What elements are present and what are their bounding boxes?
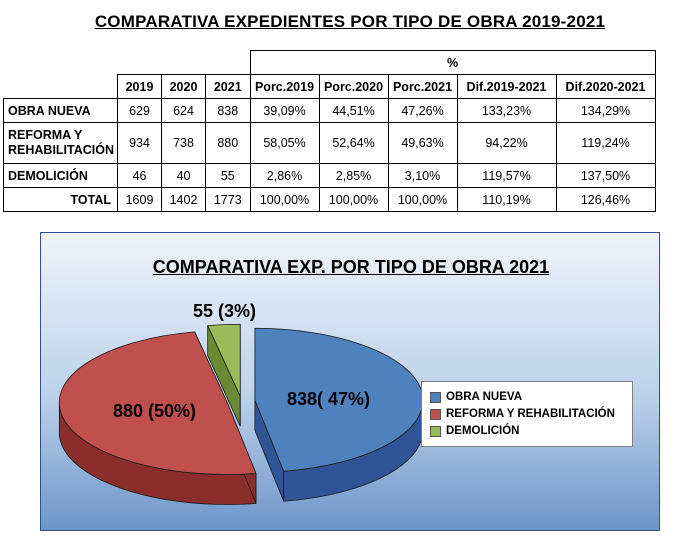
pie-chart-frame: COMPARATIVA EXP. POR TIPO DE OBRA 2021 8… [40,232,660,531]
col-header-porc-2020: Porc.2020 [318,74,389,99]
table-cell: 40 [161,163,207,188]
table-cell: 100,00% [249,187,320,212]
row-label: REFORMA Y REHABILITACIÓN [2,122,119,164]
pie-chart-svg [58,323,424,505]
table-cell: 39,09% [249,98,320,123]
table-cell: 52,64% [318,122,389,164]
table-cell: 2,86% [249,163,320,188]
row-label: OBRA NUEVA [2,98,119,123]
table-cell: 1402 [161,187,207,212]
table-row-total: TOTAL 1609 1402 1773 100,00% 100,00% 100… [2,187,656,212]
chart-legend: OBRA NUEVA REFORMA Y REHABILITACIÓN DEMO… [421,381,633,447]
pie-slice-demolici-n [207,323,241,397]
pie-slice-reforma-y-rehabilitaci-n [58,331,257,475]
page-title: COMPARATIVA EXPEDIENTES POR TIPO DE OBRA… [94,12,606,31]
pie-label-obra-nueva: 838( 47%) [287,389,371,409]
table-cell: 47,26% [387,98,458,123]
legend-swatch [430,425,441,437]
legend-item-obra-nueva: OBRA NUEVA [430,390,522,404]
table-cell: 838 [205,98,251,123]
table-cell: 119,24% [555,122,656,164]
table-cell: 1773 [205,187,251,212]
legend-swatch [430,391,441,403]
legend-swatch [430,408,441,420]
table-cell: 94,22% [456,122,557,164]
table-row-obra-nueva: OBRA NUEVA 629 624 838 39,09% 44,51% 47,… [2,98,656,123]
legend-label: REFORMA Y REHABILITACIÓN [446,408,615,420]
col-header-dif-2020-2021: Dif.2020-2021 [555,74,656,99]
col-header-porc-2021: Porc.2021 [387,74,458,99]
table-cell: 49,63% [387,122,458,164]
col-header-2019: 2019 [117,74,163,99]
chart-title: COMPARATIVA EXP. POR TIPO DE OBRA 2021 [152,257,550,277]
table-cell: 100,00% [387,187,458,212]
table-cell: 134,29% [555,98,656,123]
col-header-dif-2019-2021: Dif.2019-2021 [456,74,557,99]
row-label-line: REHABILITACIÓN [8,143,115,157]
data-table: % 2019 2020 2021 Porc.2019 Porc.2020 Por… [2,50,656,212]
table-row-demolicion: DEMOLICIÓN 46 40 55 2,86% 2,85% 3,10% 11… [2,163,656,188]
pie-label-reforma: 880 (50%) [113,401,197,421]
table-cell: 738 [161,122,207,164]
table-cell: 2,85% [318,163,389,188]
table-cell: 119,57% [456,163,557,188]
pie-label-demolicion: 55 (3%) [193,301,257,321]
percent-group-header: % [249,50,656,75]
table-cell: 55 [205,163,251,188]
row-label-total: TOTAL [2,187,119,212]
table-cell: 133,23% [456,98,557,123]
table-cell: 880 [205,122,251,164]
table-cell: 110,19% [456,187,557,212]
table-cell: 46 [117,163,163,188]
legend-label: DEMOLICIÓN [446,425,520,437]
table-cell: 100,00% [318,187,389,212]
legend-label: OBRA NUEVA [446,391,523,403]
table-row-reforma: REFORMA Y REHABILITACIÓN 934 738 880 58,… [2,122,656,164]
col-header-2020: 2020 [161,74,207,99]
col-header-2021: 2021 [205,74,251,99]
table-cell: 58,05% [249,122,320,164]
table-cell: 624 [161,98,207,123]
table-cell: 934 [117,122,163,164]
table-cell: 1609 [117,187,163,212]
table-cell: 126,46% [555,187,656,212]
table-cell: 3,10% [387,163,458,188]
table-cell: 137,50% [555,163,656,188]
legend-item-reforma: REFORMA Y REHABILITACIÓN [430,407,615,421]
row-label: DEMOLICIÓN [2,163,119,188]
table-cell: 44,51% [318,98,389,123]
col-header-porc-2019: Porc.2019 [249,74,320,99]
legend-item-demolicion: DEMOLICIÓN [430,424,519,438]
row-label-line: REFORMA Y [8,128,83,142]
table-cell: 629 [117,98,163,123]
